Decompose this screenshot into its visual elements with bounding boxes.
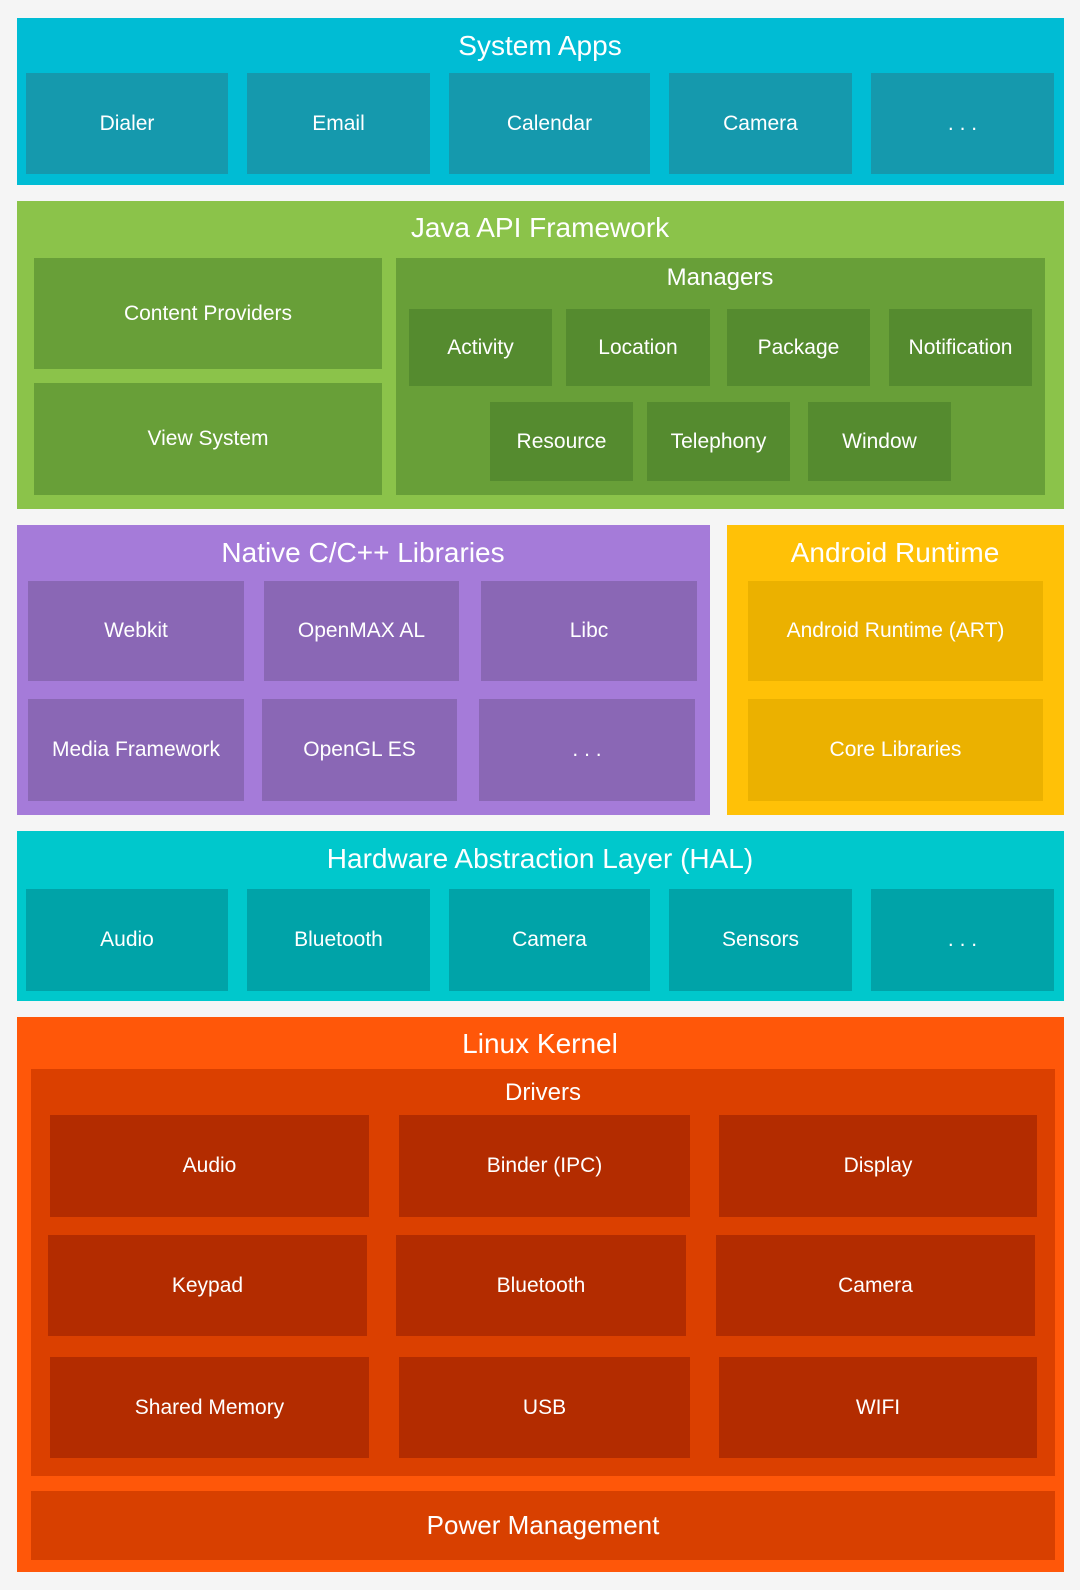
layer-title: Native C/C++ Libraries bbox=[221, 537, 505, 568]
runtime-block: Android Runtime (ART) bbox=[748, 581, 1043, 681]
manager-block: Activity bbox=[409, 309, 552, 386]
driver-block: Binder (IPC) bbox=[399, 1115, 690, 1217]
runtime-block: Core Libraries bbox=[748, 699, 1043, 801]
driver-block: Display bbox=[719, 1115, 1037, 1217]
library-block: Webkit bbox=[28, 581, 244, 681]
component-block: View System bbox=[34, 383, 382, 495]
hal-block: . . . bbox=[871, 889, 1054, 991]
layer-title: Java API Framework bbox=[410, 212, 670, 243]
layer-title: System Apps bbox=[458, 30, 622, 61]
manager-block: Telephony bbox=[647, 402, 790, 481]
app-block: Dialer bbox=[26, 73, 228, 174]
library-block: OpenMAX AL bbox=[264, 581, 459, 681]
layer-title: Linux Kernel bbox=[462, 1028, 618, 1059]
app-block: Calendar bbox=[449, 73, 650, 174]
driver-block: Camera bbox=[716, 1235, 1035, 1336]
hal-block: Bluetooth bbox=[247, 889, 430, 991]
hal-block: Sensors bbox=[669, 889, 852, 991]
hal-block: Audio bbox=[26, 889, 228, 991]
layer-title: Hardware Abstraction Layer (HAL) bbox=[326, 843, 754, 874]
library-block: Libc bbox=[481, 581, 697, 681]
manager-block: Package bbox=[727, 309, 870, 386]
driver-block: Bluetooth bbox=[396, 1235, 686, 1336]
driver-block: Keypad bbox=[48, 1235, 367, 1336]
component-block: Content Providers bbox=[34, 258, 382, 369]
group-title: Managers bbox=[666, 264, 774, 291]
hal-block: Camera bbox=[449, 889, 650, 991]
driver-block: Shared Memory bbox=[50, 1357, 369, 1458]
driver-block: WIFI bbox=[719, 1357, 1037, 1458]
app-block: Email bbox=[247, 73, 430, 174]
library-block: OpenGL ES bbox=[262, 699, 457, 801]
manager-block: Location bbox=[566, 309, 710, 386]
power-management-block: Power Management bbox=[31, 1491, 1055, 1560]
app-block: Camera bbox=[669, 73, 852, 174]
manager-block: Resource bbox=[490, 402, 633, 481]
library-block: Media Framework bbox=[28, 699, 244, 801]
group-title: Drivers bbox=[505, 1079, 581, 1106]
manager-block: Notification bbox=[889, 309, 1032, 386]
app-block: . . . bbox=[871, 73, 1054, 174]
layer-title: Android Runtime bbox=[790, 537, 1000, 568]
manager-block: Window bbox=[808, 402, 951, 481]
driver-block: USB bbox=[399, 1357, 690, 1458]
library-block: . . . bbox=[479, 699, 695, 801]
driver-block: Audio bbox=[50, 1115, 369, 1217]
